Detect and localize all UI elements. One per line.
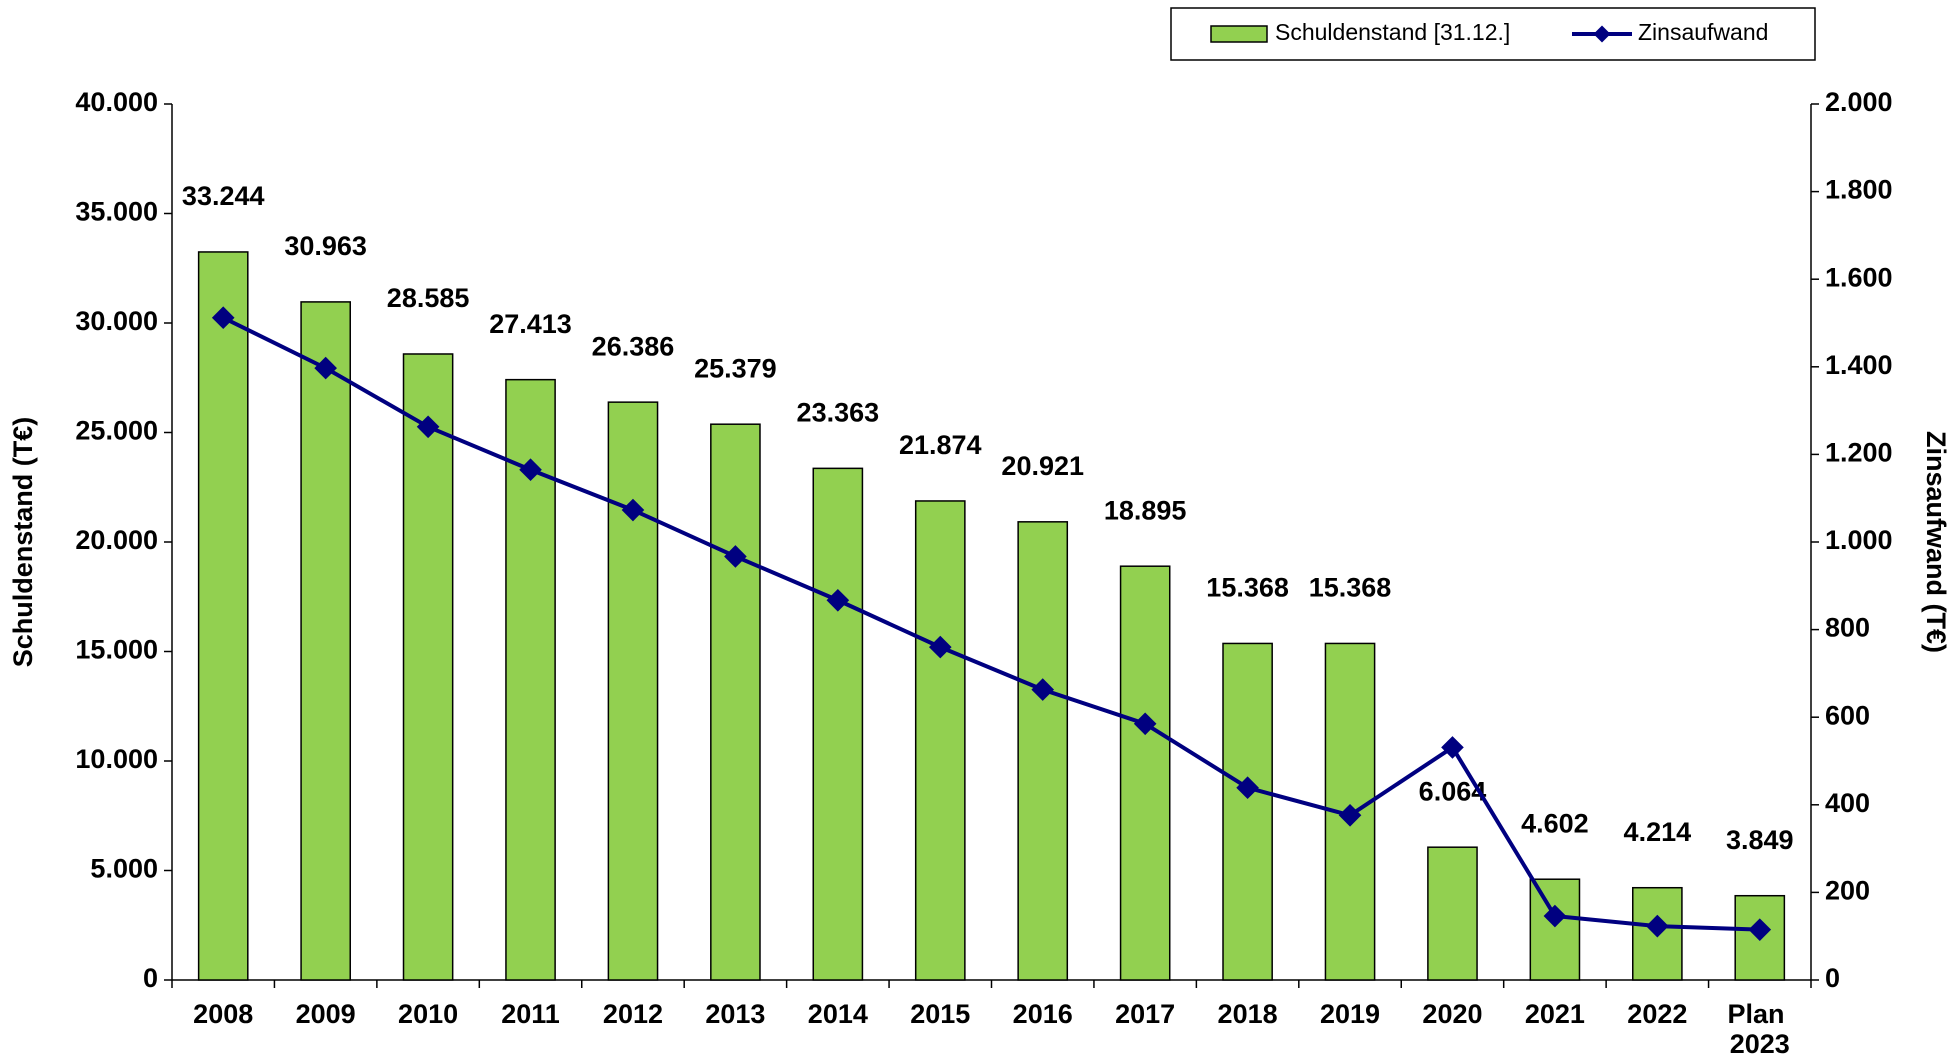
y2-tick-label: 0 xyxy=(1825,963,1840,993)
x-tick-label: 2008 xyxy=(193,999,253,1029)
y-axis-label: Schuldenstand (T€) xyxy=(8,417,38,668)
y2-tick-label: 2.000 xyxy=(1825,87,1893,117)
bar xyxy=(710,423,761,981)
bar xyxy=(1119,565,1171,981)
x-tick-label: Plan 2023 xyxy=(1728,999,1793,1058)
data-label: 4.214 xyxy=(1624,817,1692,847)
y2-tick-label: 1.200 xyxy=(1825,438,1893,468)
bar xyxy=(300,301,351,981)
bar xyxy=(402,353,454,981)
y-tick-label: 10.000 xyxy=(75,744,158,774)
legend-label: Zinsaufwand xyxy=(1638,19,1768,45)
data-label: 33.244 xyxy=(182,181,265,211)
line-marker xyxy=(416,415,440,439)
x-tick-label: 2018 xyxy=(1218,999,1278,1029)
line-marker xyxy=(1133,712,1157,736)
line-marker xyxy=(724,545,747,568)
y2-tick-label: 1.600 xyxy=(1825,262,1893,292)
y2-tick-label: 1.400 xyxy=(1825,350,1893,380)
bar xyxy=(812,467,864,981)
x-tick-label: 2022 xyxy=(1627,999,1687,1029)
x-tick-label: 2019 xyxy=(1320,999,1380,1029)
y2-tick-label: 400 xyxy=(1825,788,1870,818)
line-marker xyxy=(1646,914,1669,938)
y2-tick-label: 800 xyxy=(1825,613,1870,643)
bar xyxy=(1427,846,1478,981)
data-label: 20.921 xyxy=(1001,451,1084,481)
y2-axis-label: Zinsaufwand (T€) xyxy=(1921,431,1951,653)
y-tick-label: 0 xyxy=(143,963,158,993)
legend-box xyxy=(1170,7,1816,61)
y2-tick-label: 200 xyxy=(1825,876,1870,906)
y-tick-label: 35.000 xyxy=(75,197,158,227)
data-label: 27.413 xyxy=(489,309,572,339)
x-tick-label: 2013 xyxy=(705,999,765,1029)
line xyxy=(222,315,1760,932)
y-tick-label: 15.000 xyxy=(75,635,158,665)
line-marker xyxy=(1031,678,1055,701)
legend-swatch xyxy=(1210,25,1268,43)
x-tick-label: 2016 xyxy=(1013,999,1073,1029)
data-label: 30.963 xyxy=(284,231,367,261)
data-label: 4.602 xyxy=(1521,808,1589,838)
data-label: 18.895 xyxy=(1104,495,1187,525)
bar xyxy=(1017,521,1069,981)
line-marker xyxy=(621,498,645,522)
y-tick-label: 30.000 xyxy=(75,306,158,336)
bar xyxy=(607,401,659,981)
data-label: 3.849 xyxy=(1726,825,1794,855)
line-marker xyxy=(1543,904,1567,928)
data-label: 26.386 xyxy=(592,331,675,361)
line-marker xyxy=(1748,918,1772,941)
line-marker xyxy=(519,458,542,482)
bar xyxy=(1222,642,1273,981)
legend-label: Schuldenstand [31.12.] xyxy=(1275,19,1510,45)
data-label: 21.874 xyxy=(899,430,982,460)
data-label: 28.585 xyxy=(387,283,470,313)
bar xyxy=(197,251,249,981)
x-tick-label: 2012 xyxy=(603,999,663,1029)
x-tick-label: 2017 xyxy=(1115,999,1175,1029)
x-tick-label: 2020 xyxy=(1422,999,1482,1029)
x-tick-label: 2021 xyxy=(1525,999,1585,1029)
y2-tick-label: 1.000 xyxy=(1825,525,1893,555)
data-label: 23.363 xyxy=(797,397,880,427)
x-tick-label: 2011 xyxy=(501,999,560,1029)
x-tick-label: 2010 xyxy=(398,999,458,1029)
y-tick-label: 5.000 xyxy=(90,854,158,884)
x-tick-label: 2009 xyxy=(296,999,356,1029)
data-label: 6.064 xyxy=(1419,776,1487,806)
line-marker xyxy=(1441,736,1464,759)
bar xyxy=(1529,878,1581,981)
line-marker xyxy=(826,588,850,612)
y-tick-label: 25.000 xyxy=(75,416,158,446)
x-tick-label: 2014 xyxy=(808,999,868,1029)
bar xyxy=(914,500,966,981)
y-tick-label: 20.000 xyxy=(75,525,158,555)
line-marker xyxy=(1338,803,1362,827)
line-marker xyxy=(928,635,952,659)
line-marker xyxy=(1236,776,1259,800)
data-label: 15.368 xyxy=(1309,573,1392,603)
y2-tick-label: 600 xyxy=(1825,700,1870,730)
y-tick-label: 40.000 xyxy=(75,87,158,117)
data-label: 15.368 xyxy=(1206,573,1289,603)
line-marker xyxy=(314,356,337,380)
data-label: 25.379 xyxy=(694,353,777,383)
y2-tick-label: 1.800 xyxy=(1825,175,1893,205)
x-tick-label: 2015 xyxy=(910,999,970,1029)
